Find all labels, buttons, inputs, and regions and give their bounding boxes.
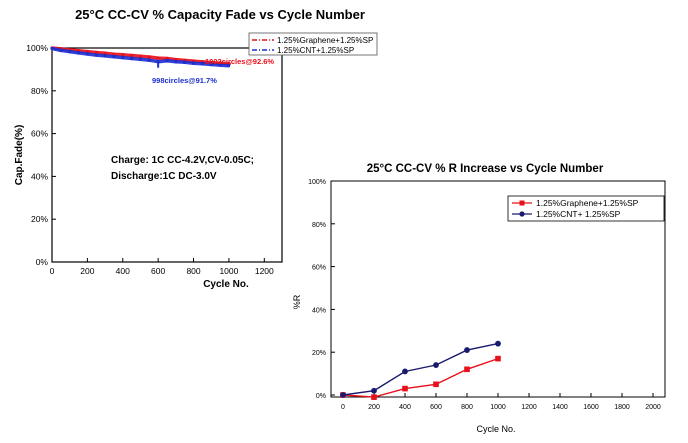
x-tick-label: 600 [151, 266, 165, 276]
data-point [165, 59, 169, 63]
data-point [138, 54, 143, 58]
data-point [59, 48, 63, 52]
data-point [68, 50, 72, 54]
y-tick-label: 40% [312, 307, 326, 314]
x-tick-label: 1000 [219, 266, 238, 276]
legend-label-0: 1.25%Graphene+1.25%SP [277, 36, 373, 45]
resistance-increase-chart: 25°C CC-CV % R Increase vs Cycle Number 0… [288, 152, 688, 443]
x-tick-label: 200 [368, 404, 380, 411]
x-tick-label: 200 [80, 266, 94, 276]
data-point [183, 60, 187, 64]
capacity-fade-chart: 25°C CC-CV % Capacity Fade vs Cycle Numb… [0, 0, 400, 300]
x-tick-label: 400 [399, 404, 411, 411]
legend-marker-square [519, 200, 525, 206]
series-line-1 [342, 342, 499, 396]
chart-title: 25°C CC-CV % R Increase vs Cycle Number [367, 163, 604, 175]
x-tick-label: 800 [186, 266, 200, 276]
legend-label-1: 1.25%CNT+1.25%SP [277, 46, 354, 55]
legend-label-0: 1.25%Graphene+1.25%SP [536, 198, 639, 208]
legend-box [507, 195, 665, 222]
data-point-circle [402, 368, 408, 375]
data-point [226, 64, 231, 68]
data-point-square [495, 355, 501, 362]
y-tick-label: 80% [312, 222, 326, 229]
x-tick-label: 1200 [255, 266, 274, 276]
data-point [130, 53, 134, 58]
data-point [121, 56, 125, 60]
data-point-square [371, 394, 377, 400]
x-tick-label: 800 [461, 404, 473, 411]
y-axis-title: %R [292, 294, 302, 309]
data-point [85, 52, 89, 56]
data-point-square [464, 366, 470, 373]
y-tick-label: 0% [36, 257, 49, 267]
x-tick-label: 1000 [490, 404, 506, 411]
legend-marker-circle [519, 211, 525, 217]
y-tick-label: 100% [26, 43, 48, 53]
x-axis-title: Cycle No. [203, 279, 249, 290]
x-tick-label: 1800 [614, 404, 630, 411]
data-point [200, 62, 204, 66]
data-point-circle [371, 387, 377, 394]
data-point [209, 62, 213, 67]
data-point [174, 60, 178, 64]
capacity-fade-svg: 25°C CC-CV % Capacity Fade vs Cycle Numb… [14, 7, 378, 290]
data-point [156, 56, 160, 60]
x-tick-label: 2000 [645, 404, 661, 411]
data-point [147, 55, 151, 59]
annotation-graphene: 1002circles@92.6% [205, 57, 274, 66]
legend-box [248, 32, 378, 56]
x-tick-label: 600 [430, 404, 442, 411]
data-point [138, 57, 143, 61]
data-point [103, 54, 107, 58]
data-point-square [402, 385, 408, 392]
data-point [218, 63, 222, 67]
data-point [94, 53, 98, 57]
x-tick-label: 0 [341, 404, 345, 411]
data-point [130, 56, 134, 61]
data-point-circle [340, 392, 346, 398]
x-axis-title: Cycle No. [476, 424, 515, 434]
y-tick-label: 0% [316, 393, 326, 400]
data-point [76, 51, 81, 55]
y-tick-label: 100% [308, 179, 326, 186]
data-point [121, 53, 125, 57]
discharge-note: Discharge:1C DC-3.0V [111, 171, 217, 182]
data-point [147, 58, 151, 62]
data-point-circle [433, 362, 439, 368]
data-point-circle [495, 340, 501, 347]
x-tick-label: 0 [50, 266, 55, 276]
y-tick-label: 20% [31, 214, 48, 224]
y-axis-title: Cap.Fade(%) [14, 125, 25, 186]
resistance-increase-svg: 25°C CC-CV % R Increase vs Cycle Number 0… [292, 152, 688, 443]
annotation-cnt: 998circles@91.7% [152, 76, 217, 85]
plot-frame [51, 47, 283, 263]
charge-note: Charge: 1C CC-4.2V,CV-0.05C; [111, 155, 254, 166]
data-point [50, 46, 54, 51]
y-tick-label: 80% [31, 86, 48, 96]
y-tick-label: 40% [31, 171, 48, 181]
data-point-square [433, 381, 439, 388]
y-tick-label: 20% [312, 350, 326, 357]
chart-title: 25°C CC-CV % Capacity Fade vs Cycle Numb… [75, 7, 365, 22]
legend-label-1: 1.25%CNT+ 1.25%SP [536, 209, 621, 219]
x-tick-label: 1200 [521, 404, 537, 411]
data-point [191, 61, 196, 65]
y-tick-label: 60% [31, 129, 48, 139]
data-point [112, 55, 116, 59]
data-point-circle [464, 347, 470, 353]
x-tick-label: 1400 [552, 404, 568, 411]
y-tick-label: 60% [312, 265, 326, 272]
series-line-0 [342, 357, 499, 398]
x-tick-label: 1600 [583, 404, 599, 411]
x-tick-label: 400 [116, 266, 130, 276]
